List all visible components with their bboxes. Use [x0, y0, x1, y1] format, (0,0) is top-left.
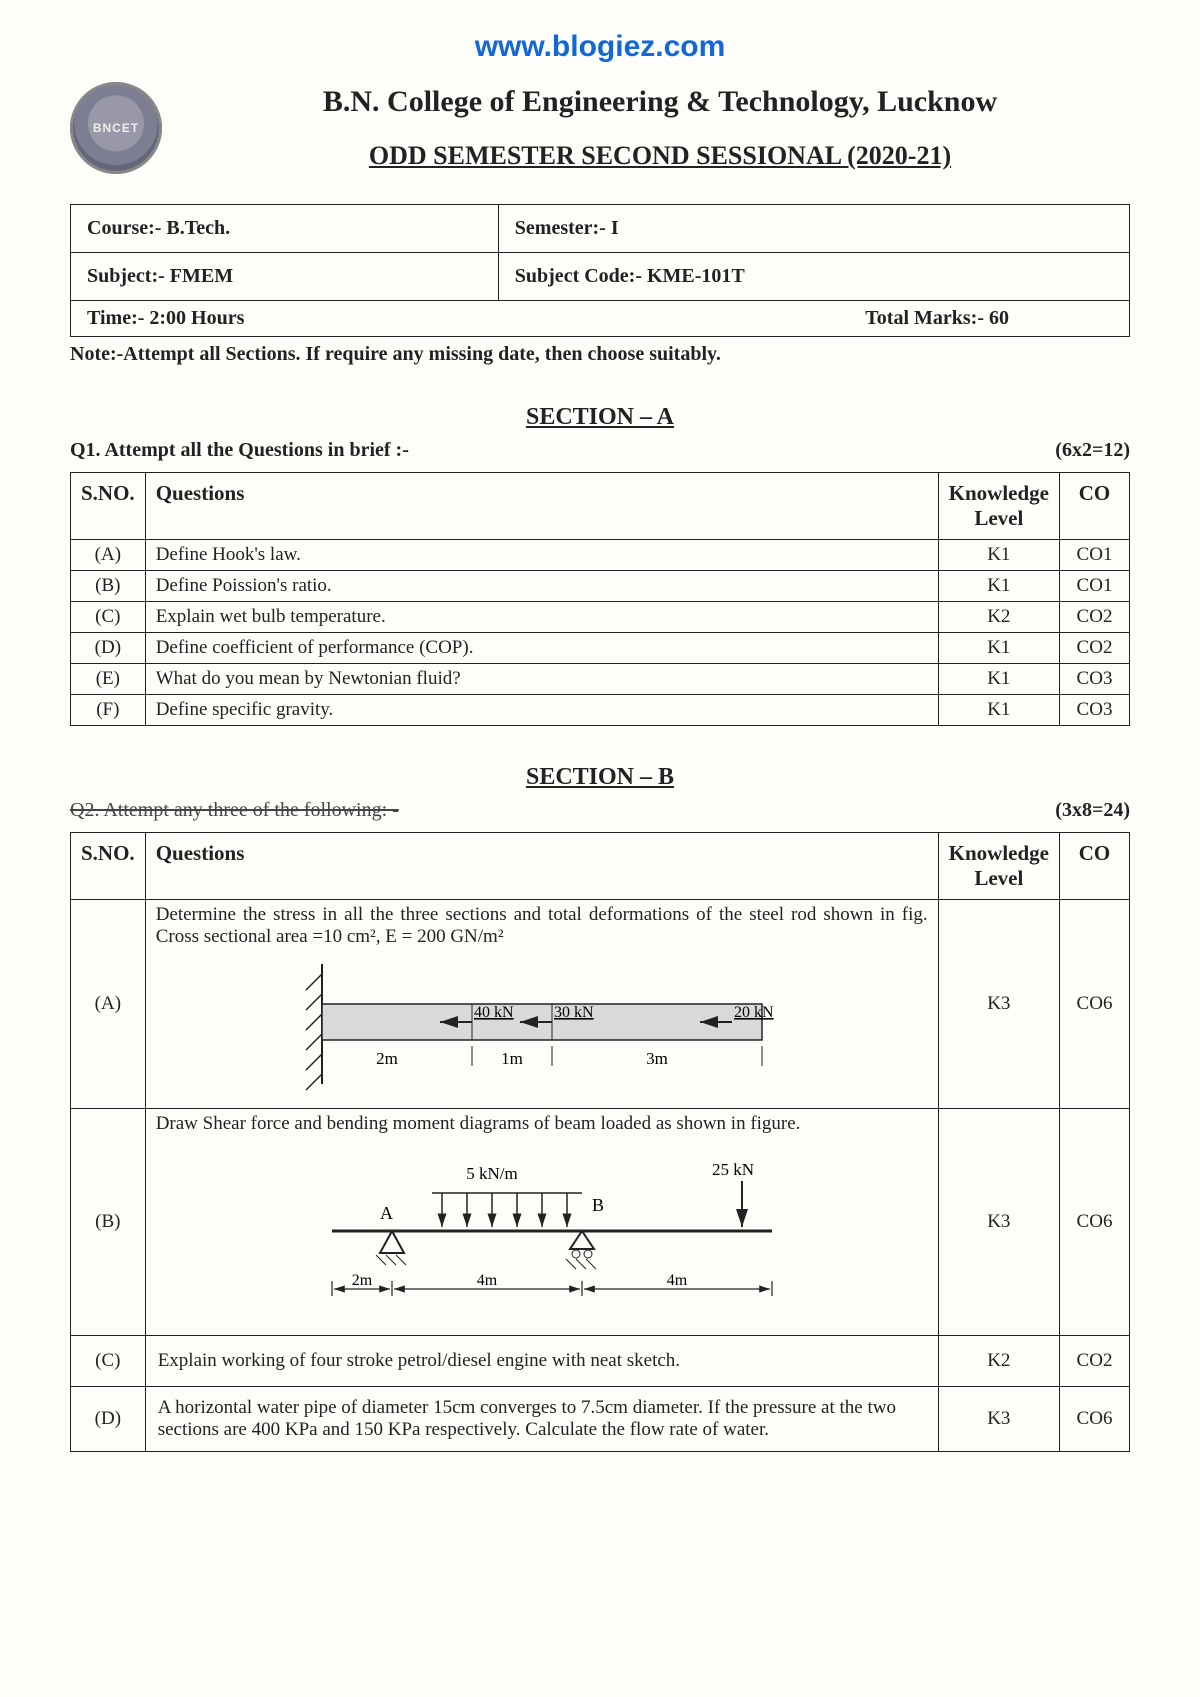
question-a-cell: Determine the stress in all the three se… [145, 900, 938, 1109]
q2-label: Q2. Attempt any three of the following: … [70, 799, 399, 822]
q2-line: Q2. Attempt any three of the following: … [70, 799, 1130, 822]
svg-text:2m: 2m [351, 1272, 372, 1289]
svg-text:1m: 1m [501, 1049, 523, 1068]
col-questions: Questions [145, 473, 938, 540]
col-kl: Knowledge Level [938, 473, 1059, 540]
q2-marks: (3x8=24) [1055, 799, 1130, 822]
svg-text:40 kN: 40 kN [474, 1004, 514, 1021]
table-row: (A)Define Hook's law.K1CO1 [71, 540, 1130, 571]
rod-diagram: 40 kN 30 kN 20 kN 2m 1m 3m [262, 954, 822, 1104]
svg-text:4m: 4m [666, 1272, 687, 1289]
exam-title: ODD SEMESTER SECOND SESSIONAL (2020-21) [190, 141, 1130, 171]
table-row: (C) Explain working of four stroke petro… [71, 1336, 1130, 1387]
svg-text:30 kN: 30 kN [554, 1004, 594, 1021]
semester-label: Semester:- I [515, 217, 619, 239]
course-label: Course:- B.Tech. [87, 217, 230, 239]
marks-label: Total Marks:- 60 [865, 307, 1009, 329]
table-header-row: S.NO. Questions Knowledge Level CO [71, 473, 1130, 540]
subject-label: Subject:- FMEM [87, 265, 233, 287]
watermark-url: www.blogiez.com [70, 30, 1130, 64]
table-row: (E)What do you mean by Newtonian fluid?K… [71, 664, 1130, 695]
note-text: Note:-Attempt all Sections. If require a… [70, 343, 1130, 366]
college-name: B.N. College of Engineering & Technology… [190, 85, 1130, 119]
col-kl: Knowledge Level [938, 833, 1059, 900]
exam-paper-page: www.blogiez.com BNCET B.N. College of En… [0, 0, 1200, 1697]
section-a-heading: SECTION – A [70, 404, 1130, 431]
svg-text:A: A [380, 1203, 393, 1223]
svg-text:20 kN: 20 kN [734, 1004, 774, 1021]
subject-code-label: Subject Code:- KME-101T [515, 265, 745, 287]
info-table: Course:- B.Tech. Semester:- I Subject:- … [70, 204, 1130, 337]
table-row: (F)Define specific gravity.K1CO3 [71, 695, 1130, 726]
header-row: BNCET B.N. College of Engineering & Tech… [70, 82, 1130, 174]
svg-text:5 kN/m: 5 kN/m [466, 1164, 517, 1183]
col-questions: Questions [145, 833, 938, 900]
svg-text:2m: 2m [376, 1049, 398, 1068]
svg-text:25 kN: 25 kN [712, 1160, 754, 1179]
table-row: (A) Determine the stress in all the thre… [71, 900, 1130, 1109]
time-label: Time:- 2:00 Hours [87, 307, 244, 329]
col-co: CO [1060, 473, 1130, 540]
table-row: (B) Draw Shear force and bending moment … [71, 1109, 1130, 1336]
title-block: B.N. College of Engineering & Technology… [190, 85, 1130, 171]
col-co: CO [1060, 833, 1130, 900]
table-row: (C)Explain wet bulb temperature.K2CO2 [71, 602, 1130, 633]
question-a-caption: Determine the stress in all the three se… [156, 904, 928, 948]
section-a-table: S.NO. Questions Knowledge Level CO (A)De… [70, 472, 1130, 726]
q1-label: Q1. Attempt all the Questions in brief :… [70, 439, 409, 462]
col-sno: S.NO. [71, 833, 146, 900]
table-header-row: S.NO. Questions Knowledge Level CO [71, 833, 1130, 900]
svg-text:B: B [592, 1195, 604, 1215]
section-b-table: S.NO. Questions Knowledge Level CO (A) D… [70, 832, 1130, 1452]
table-row: (D)Define coefficient of performance (CO… [71, 633, 1130, 664]
beam-diagram: A B 5 kN/m 25 kN [262, 1141, 822, 1331]
svg-text:3m: 3m [646, 1049, 668, 1068]
q1-marks: (6x2=12) [1055, 439, 1130, 462]
logo-text: BNCET [93, 121, 139, 135]
college-logo: BNCET [70, 82, 162, 174]
question-b-cell: Draw Shear force and bending moment diag… [145, 1109, 938, 1336]
question-b-caption: Draw Shear force and bending moment diag… [156, 1113, 928, 1135]
table-row: (D) A horizontal water pipe of diameter … [71, 1387, 1130, 1452]
col-sno: S.NO. [71, 473, 146, 540]
table-row: (B)Define Poission's ratio.K1CO1 [71, 571, 1130, 602]
section-b-heading: SECTION – B [70, 764, 1130, 791]
svg-text:4m: 4m [476, 1272, 497, 1289]
q1-line: Q1. Attempt all the Questions in brief :… [70, 439, 1130, 462]
